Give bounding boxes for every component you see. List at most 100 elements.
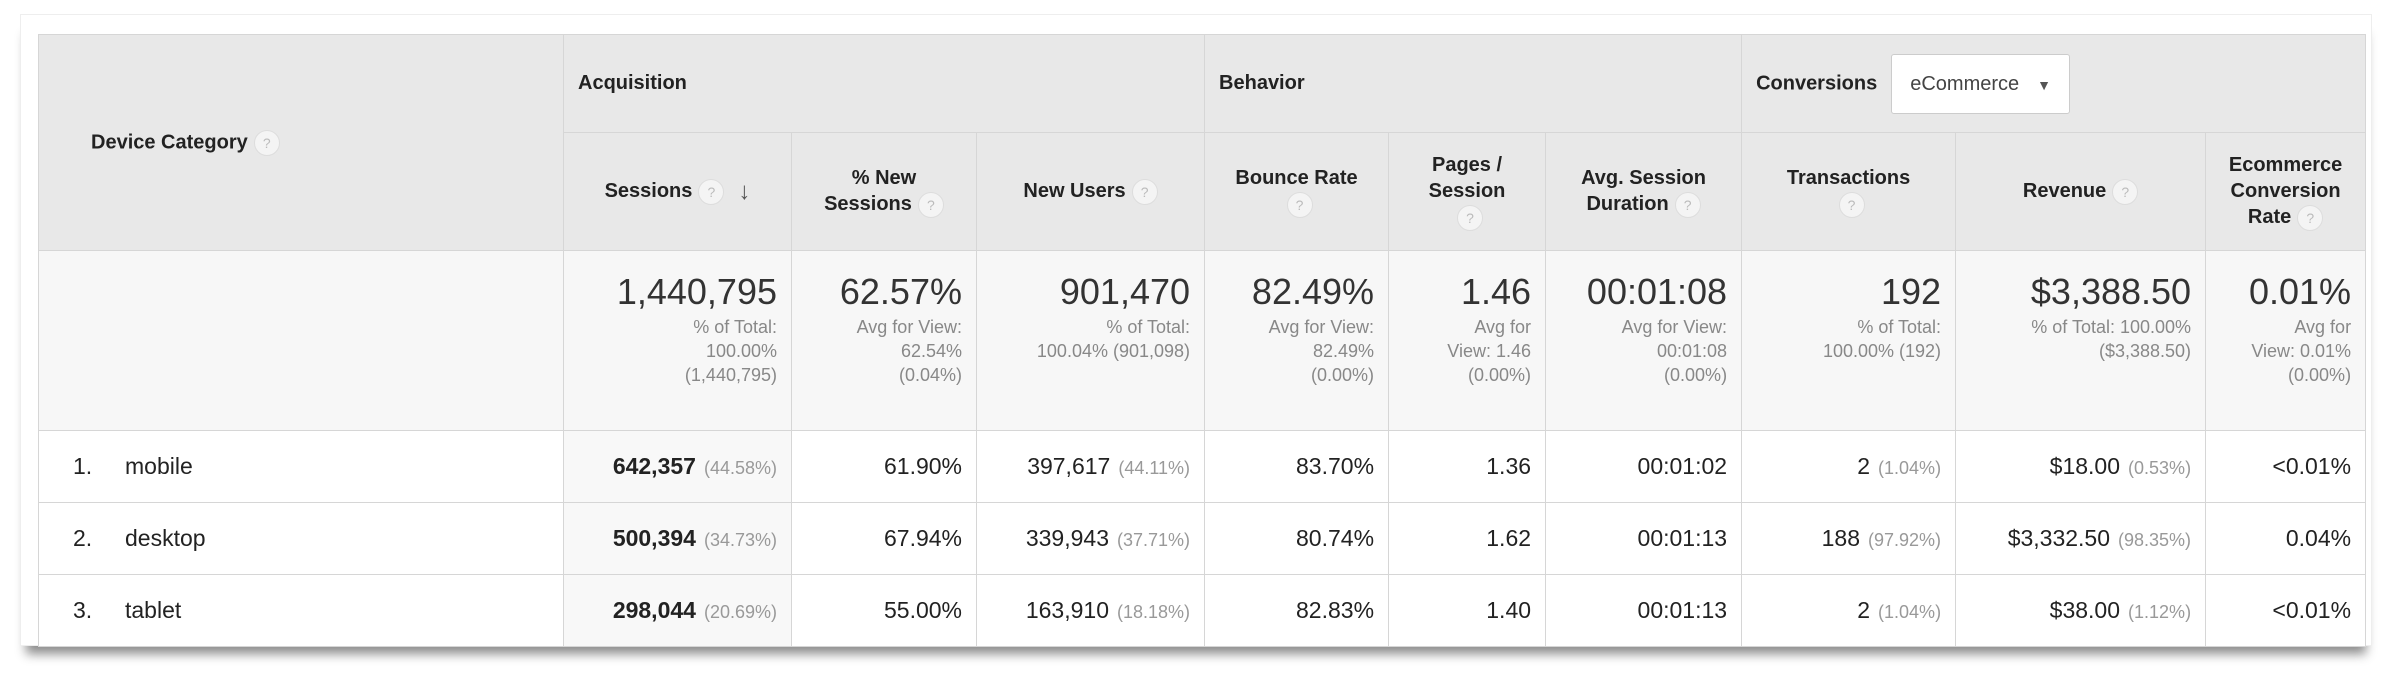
transactions-cell: 2 (1.04%): [1741, 574, 1957, 647]
new-users-cell: 397,617 (44.11%): [975, 430, 1206, 503]
transactions-cell: 2 (1.04%): [1741, 430, 1957, 503]
col-label: New Users: [1023, 180, 1126, 203]
summary-cell: 82.49% Avg for View: 82.49% (0.00%): [1204, 250, 1390, 431]
duration-cell: 00:01:13: [1545, 574, 1743, 647]
group-acquisition: Acquisition: [562, 34, 1206, 133]
col-ecommerce-conversion-rate[interactable]: Ecommerce Conversion Rate?: [2205, 132, 2367, 251]
duration-cell: 00:01:02: [1545, 430, 1743, 503]
sessions-cell: 298,044 (20.69%): [563, 574, 792, 647]
revenue-pct: (1.12%): [2128, 602, 2192, 622]
summary-comparison: % of Total:: [1857, 317, 1942, 337]
sessions-value: 500,394: [612, 525, 696, 551]
conversions-label: Conversions: [1756, 71, 1878, 94]
revenue-value: $3,332.50: [2007, 525, 2111, 551]
dimension-label: Device Category: [91, 130, 248, 153]
col-sessions[interactable]: Sessions? ↓: [563, 132, 792, 251]
summary-cell: 1.46 Avg for View: 1.46 (0.00%): [1388, 250, 1547, 431]
help-icon[interactable]: ?: [1131, 178, 1158, 205]
summary-comparison: % of Total: 100.00%: [2031, 317, 2192, 337]
device-link[interactable]: mobile: [125, 453, 193, 479]
help-icon[interactable]: ?: [917, 191, 944, 218]
summary-comparison: Avg for View:: [856, 317, 962, 337]
transactions-value: 2: [1857, 597, 1871, 623]
sessions-pct: (34.73%): [703, 530, 777, 550]
table-row: 2. desktop 500,394 (34.73%) 67.94% 339,943…: [38, 502, 2367, 575]
new-sessions-cell: 55.00%: [791, 574, 977, 647]
summary-comparison: Avg for View:: [1268, 317, 1375, 337]
duration-cell: 00:01:13: [1545, 502, 1743, 575]
help-icon[interactable]: ?: [1457, 204, 1484, 231]
summary-value: 1.46: [1460, 271, 1532, 312]
revenue-pct: (0.53%): [2128, 458, 2192, 478]
summary-cell: 901,470 % of Total: 100.04% (901,098): [975, 250, 1206, 431]
summary-comparison: 82.49%: [1312, 341, 1375, 361]
summary-comparison: View: 1.46: [1447, 341, 1532, 361]
summary-value: 1,440,795: [616, 271, 777, 312]
device-cell: 3. tablet: [38, 574, 564, 647]
new-users-value: 339,943: [1025, 525, 1109, 551]
help-icon[interactable]: ?: [1674, 191, 1701, 218]
row-index: 3.: [73, 597, 93, 623]
summary-comparison: % of Total:: [693, 317, 777, 337]
col-new-users[interactable]: New Users?: [975, 132, 1206, 251]
help-icon[interactable]: ?: [2297, 204, 2324, 231]
revenue-cell: $18.00 (0.53%): [1955, 430, 2207, 503]
revenue-value: $18.00: [2049, 453, 2121, 479]
summary-value: $3,388.50: [2030, 271, 2192, 312]
summary-comparison: View: 0.01%: [2251, 341, 2352, 361]
sessions-pct: (44.58%): [703, 458, 777, 478]
summary-comparison: Avg for: [2294, 317, 2352, 337]
summary-comparison: Avg for: [1474, 317, 1532, 337]
conversion-rate-cell: <0.01%: [2205, 430, 2367, 503]
summary-comparison: (0.00%): [2288, 365, 2352, 385]
col-pages-session[interactable]: Pages / Session?: [1388, 132, 1547, 251]
col-label: Avg. Session Duration: [1581, 167, 1706, 216]
help-icon[interactable]: ?: [1286, 191, 1313, 218]
conversion-type-select[interactable]: eCommerce ▼: [1891, 53, 2070, 114]
summary-comparison: Avg for View:: [1621, 317, 1728, 337]
col-new-sessions[interactable]: % New Sessions?: [791, 132, 977, 251]
table-row: 1. mobile 642,357 (44.58%) 61.90% 397,617 (…: [38, 430, 2367, 503]
new-users-pct: (18.18%): [1116, 602, 1191, 622]
col-label: Sessions: [604, 180, 693, 203]
summary-value: 0.01%: [2248, 271, 2352, 312]
pages-session-cell: 1.40: [1388, 574, 1547, 647]
help-icon[interactable]: ?: [253, 129, 280, 156]
pages-session-cell: 1.62: [1388, 502, 1547, 575]
new-users-value: 163,910: [1025, 597, 1109, 623]
col-revenue[interactable]: Revenue?: [1955, 132, 2207, 251]
device-link[interactable]: desktop: [125, 525, 206, 551]
revenue-pct: (98.35%): [2118, 530, 2192, 550]
dimension-header: Device Category?: [38, 34, 564, 251]
caret-down-icon: ▼: [2037, 76, 2051, 93]
col-label: % New Sessions: [824, 167, 917, 216]
new-sessions-cell: 67.94%: [791, 502, 977, 575]
summary-cell: 192 % of Total: 100.00% (192): [1741, 250, 1957, 431]
sessions-pct: (20.69%): [703, 602, 777, 622]
summary-comparison: (0.00%): [1468, 365, 1532, 385]
summary-cell: 0.01% Avg for View: 0.01% (0.00%): [2205, 250, 2367, 431]
sessions-value: 298,044: [612, 597, 696, 623]
sessions-cell: 642,357 (44.58%): [563, 430, 792, 503]
col-label: Transactions: [1786, 167, 1911, 190]
transactions-value: 2: [1857, 453, 1871, 479]
transactions-pct: (1.04%): [1878, 602, 1942, 622]
col-bounce-rate[interactable]: Bounce Rate?: [1204, 132, 1390, 251]
device-link[interactable]: tablet: [125, 597, 182, 623]
transactions-value: 188: [1821, 525, 1861, 551]
conversion-select-value: eCommerce: [1910, 72, 2020, 95]
summary-value: 901,470: [1059, 271, 1191, 312]
bounce-rate-cell: 82.83%: [1204, 574, 1390, 647]
summary-comparison: 00:01:08: [1656, 341, 1728, 361]
new-sessions-cell: 61.90%: [791, 430, 977, 503]
help-icon[interactable]: ?: [1838, 191, 1865, 218]
device-cell: 2. desktop: [38, 502, 564, 575]
summary-comparison: 62.54%: [900, 341, 962, 361]
summary-comparison: ($3,388.50): [2098, 341, 2192, 361]
col-transactions[interactable]: Transactions?: [1741, 132, 1957, 251]
help-icon[interactable]: ?: [698, 178, 725, 205]
device-category-table: Device Category? Acquisition Behavior Co…: [38, 34, 2367, 647]
help-icon[interactable]: ?: [2112, 178, 2139, 205]
col-avg-session-duration[interactable]: Avg. Session Duration?: [1545, 132, 1743, 251]
sort-desc-icon[interactable]: ↓: [738, 177, 751, 205]
